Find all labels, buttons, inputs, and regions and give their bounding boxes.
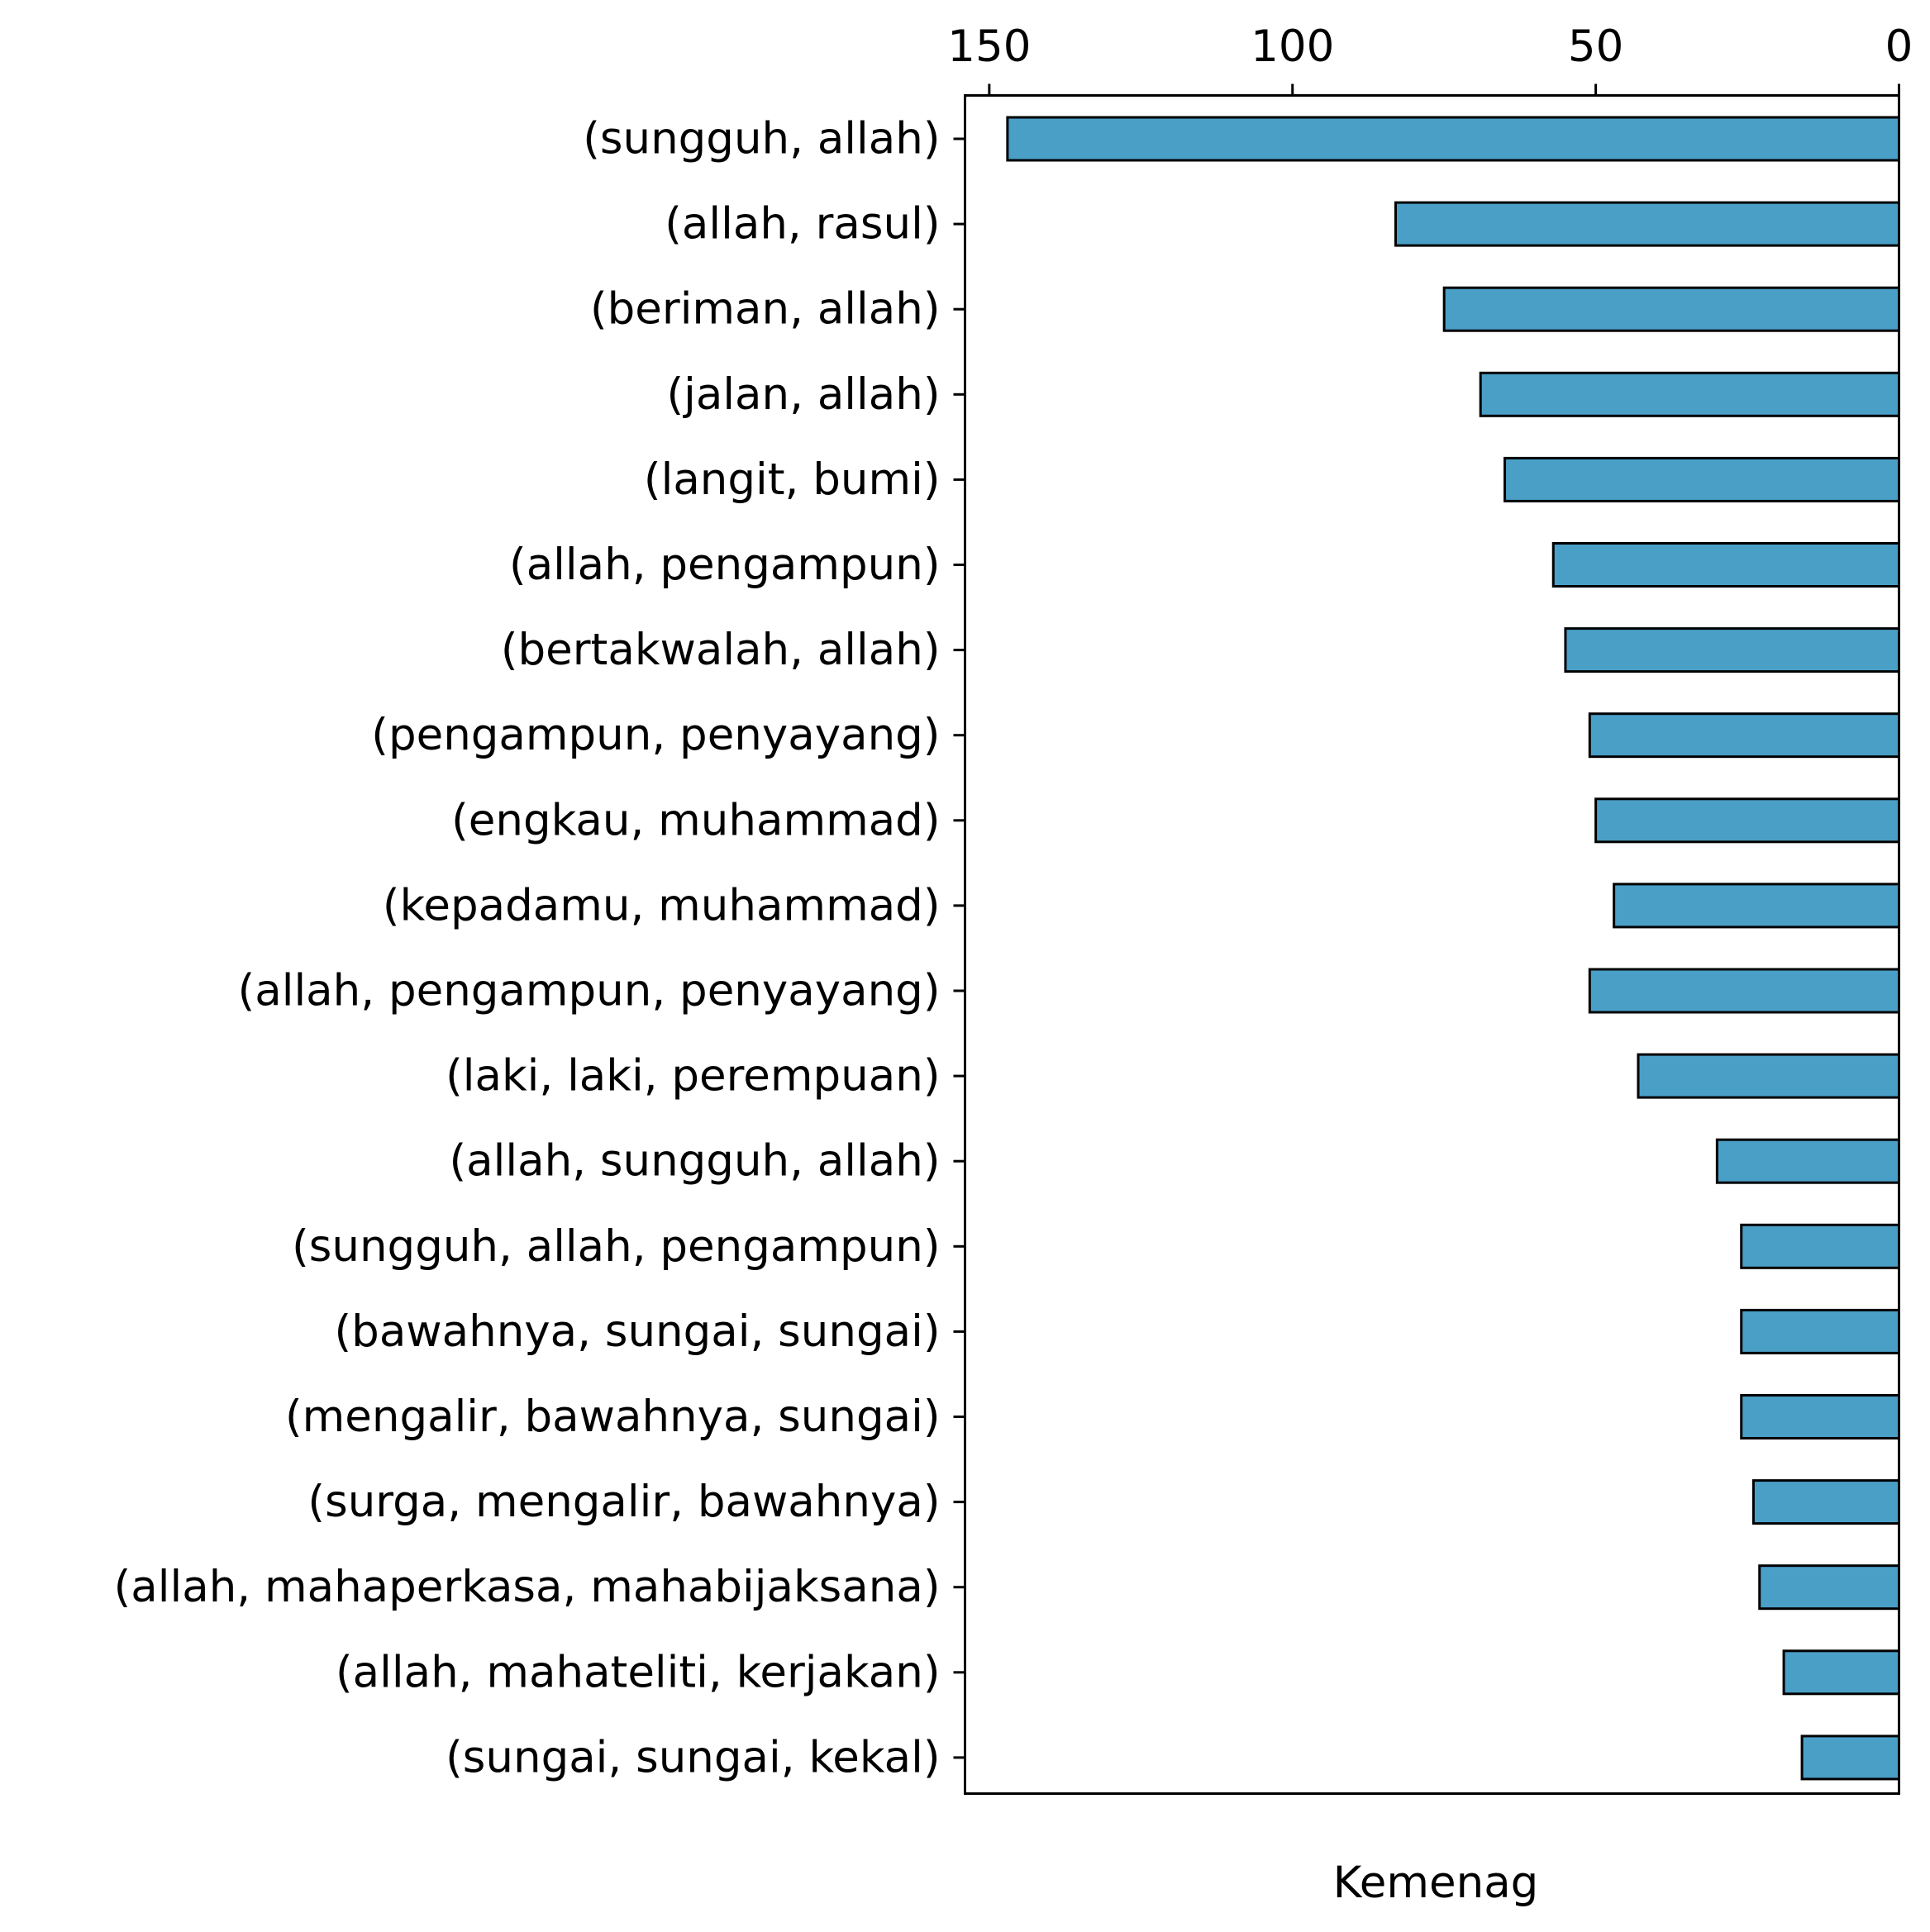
y-tick-label: (pengampun, penyayang) [371, 710, 940, 760]
x-tick-label: 50 [1568, 21, 1623, 72]
bars-layer [1006, 116, 1901, 1781]
y-tick-label: (bertakwalah, allah) [501, 625, 941, 675]
bar [1006, 116, 1900, 162]
plot-frame [964, 94, 1900, 1795]
bar [1800, 1735, 1901, 1781]
y-tick-label: (allah, mahateliti, kerjakan) [336, 1647, 941, 1697]
y-tick-label: (allah, rasul) [665, 199, 940, 250]
bar [1740, 1223, 1900, 1269]
bar [1715, 1138, 1900, 1184]
y-tick-label: (bawahnya, sungai, sungai) [335, 1306, 941, 1357]
y-tick-label: (surga, mengalir, bawahnya) [307, 1477, 940, 1527]
bar [1588, 712, 1900, 759]
bar [1564, 627, 1901, 673]
x-tick-label: 100 [1251, 21, 1334, 72]
bar [1740, 1394, 1900, 1439]
x-tick-label: 150 [947, 21, 1031, 72]
bar [1503, 456, 1901, 502]
y-axis-ticks: (sungguh, allah) (allah, rasul) (beriman, … [114, 114, 965, 1782]
bar [1613, 883, 1900, 929]
bar [1751, 1479, 1900, 1525]
y-tick-label: (allah, sungguh, allah) [450, 1136, 941, 1187]
y-tick-label: (mengalir, bawahnya, sungai) [285, 1392, 941, 1442]
y-tick-label: (sungai, sungai, kekal) [446, 1732, 940, 1782]
x-tick-label: 0 [1885, 21, 1913, 72]
x-axis-label: Kemenag [1333, 1858, 1539, 1908]
x-axis-ticks: 150 100 50 0 [947, 21, 1913, 96]
y-tick-label: (allah, pengampun) [509, 540, 940, 590]
y-tick-label: (kepadamu, muhammad) [383, 880, 941, 930]
bar [1758, 1564, 1901, 1611]
bar [1551, 542, 1901, 588]
y-tick-label: (beriman, allah) [590, 284, 941, 335]
y-tick-label: (engkau, muhammad) [451, 795, 940, 845]
bar [1394, 201, 1900, 247]
y-tick-label: (allah, pengampun, penyayang) [238, 966, 941, 1016]
y-tick-label: (sungguh, allah, pengampun) [292, 1221, 940, 1272]
bar [1637, 1053, 1900, 1099]
y-tick-label: (langit, bumi) [644, 454, 941, 505]
bar [1479, 371, 1900, 417]
bar [1782, 1649, 1901, 1696]
y-tick-label: (jalan, allah) [666, 369, 940, 420]
y-tick-label: (laki, laki, perempuan) [446, 1051, 940, 1102]
bar [1442, 286, 1900, 332]
bar [1594, 797, 1901, 844]
y-tick-label: (allah, mahaperkasa, mahabijaksana) [114, 1562, 941, 1612]
bar [1740, 1308, 1900, 1354]
bar [1588, 968, 1900, 1014]
y-tick-label: (sungguh, allah) [583, 114, 940, 164]
